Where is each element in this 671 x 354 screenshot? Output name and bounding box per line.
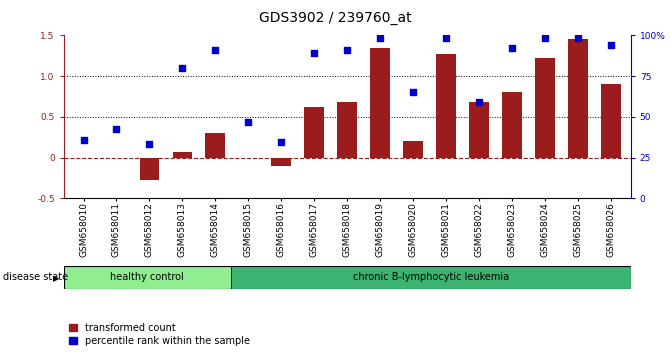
Text: disease state: disease state <box>3 272 68 282</box>
Bar <box>370 47 390 158</box>
Bar <box>535 58 555 158</box>
Bar <box>403 141 423 158</box>
Bar <box>601 84 621 158</box>
Bar <box>272 158 291 166</box>
Legend: transformed count, percentile rank within the sample: transformed count, percentile rank withi… <box>68 323 250 346</box>
Bar <box>140 158 159 179</box>
Bar <box>502 92 522 158</box>
Bar <box>568 40 588 158</box>
Point <box>78 137 89 142</box>
Point <box>144 141 155 147</box>
Point <box>474 99 484 105</box>
Point <box>177 65 188 71</box>
Bar <box>231 266 631 289</box>
Point <box>111 126 122 132</box>
Point <box>507 45 517 50</box>
Point <box>441 35 452 41</box>
Text: chronic B-lymphocytic leukemia: chronic B-lymphocytic leukemia <box>352 272 509 282</box>
Point <box>243 119 254 125</box>
Bar <box>469 102 489 158</box>
Text: healthy control: healthy control <box>110 272 184 282</box>
Point <box>342 47 353 53</box>
Bar <box>205 133 225 158</box>
Bar <box>172 152 193 158</box>
Text: ▶: ▶ <box>52 274 59 284</box>
Point <box>606 42 617 48</box>
Text: GDS3902 / 239760_at: GDS3902 / 239760_at <box>259 11 412 25</box>
Bar <box>436 54 456 158</box>
Bar <box>64 266 231 289</box>
Point <box>375 35 386 41</box>
Point <box>572 35 583 41</box>
Point <box>309 51 319 56</box>
Point <box>210 47 221 53</box>
Bar <box>338 102 357 158</box>
Bar <box>305 107 324 158</box>
Point <box>408 90 419 95</box>
Point <box>276 139 287 145</box>
Point <box>539 35 550 41</box>
